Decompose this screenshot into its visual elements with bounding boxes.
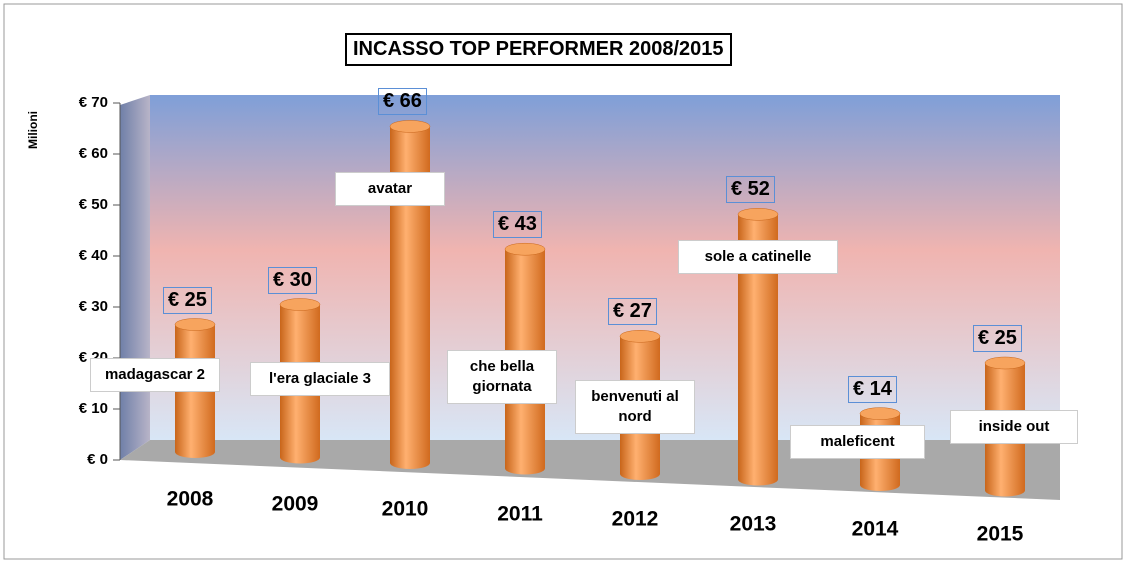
annotation: inside out: [950, 410, 1078, 444]
bar-part: [389, 120, 431, 133]
y-tick-label: € 30: [79, 298, 108, 315]
y-tick-label: € 50: [79, 196, 108, 213]
bar-part: [390, 126, 430, 470]
x-tick-label: 2010: [382, 498, 429, 521]
frame: [3, 3, 1123, 560]
value-label: € 52: [726, 176, 775, 204]
chart-title: INCASSO TOP PERFORMER 2008/2015: [345, 33, 732, 66]
x-tick-label: 2011: [497, 503, 543, 526]
bar: [389, 120, 431, 470]
annotation: benvenuti al nord: [575, 380, 695, 434]
bar-part: [619, 330, 661, 343]
annotation: maleficent: [790, 425, 925, 459]
x-tick-label: 2013: [730, 513, 777, 536]
value-label: € 43: [493, 211, 542, 239]
value-label: € 66: [378, 88, 427, 116]
x-tick-label: 2014: [852, 518, 899, 541]
side-wall: [120, 95, 150, 460]
bar-part: [859, 407, 901, 420]
x-tick-label: 2012: [612, 508, 659, 531]
annotation: l'era glaciale 3: [250, 362, 390, 396]
bar-part: [279, 298, 321, 311]
annotation: madagascar 2: [90, 358, 220, 392]
y-tick-label: € 70: [79, 94, 108, 111]
x-tick-label: 2009: [272, 493, 319, 516]
bar-part: [504, 242, 546, 256]
bar-part: [984, 356, 1026, 370]
bar-part: [737, 208, 779, 221]
bar: [737, 208, 779, 486]
bar-part: [174, 318, 216, 331]
annotation: che bella giornata: [447, 350, 557, 404]
value-label: € 27: [608, 298, 657, 326]
x-tick-label: 2015: [977, 523, 1024, 546]
y-tick-label: € 0: [87, 451, 108, 468]
annotation: sole a catinelle: [678, 240, 838, 274]
value-label: € 25: [163, 286, 212, 314]
y-tick-label: € 10: [79, 400, 108, 417]
value-label: € 30: [268, 266, 317, 294]
y-tick-label: € 60: [79, 145, 108, 162]
y-tick-label: € 40: [79, 247, 108, 264]
y-axis-label: Milioni: [26, 111, 40, 149]
annotation: avatar: [335, 172, 445, 206]
value-label: € 14: [848, 375, 897, 403]
value-label: € 25: [973, 325, 1022, 352]
x-tick-label: 2008: [167, 488, 214, 511]
bar-part: [738, 214, 778, 486]
